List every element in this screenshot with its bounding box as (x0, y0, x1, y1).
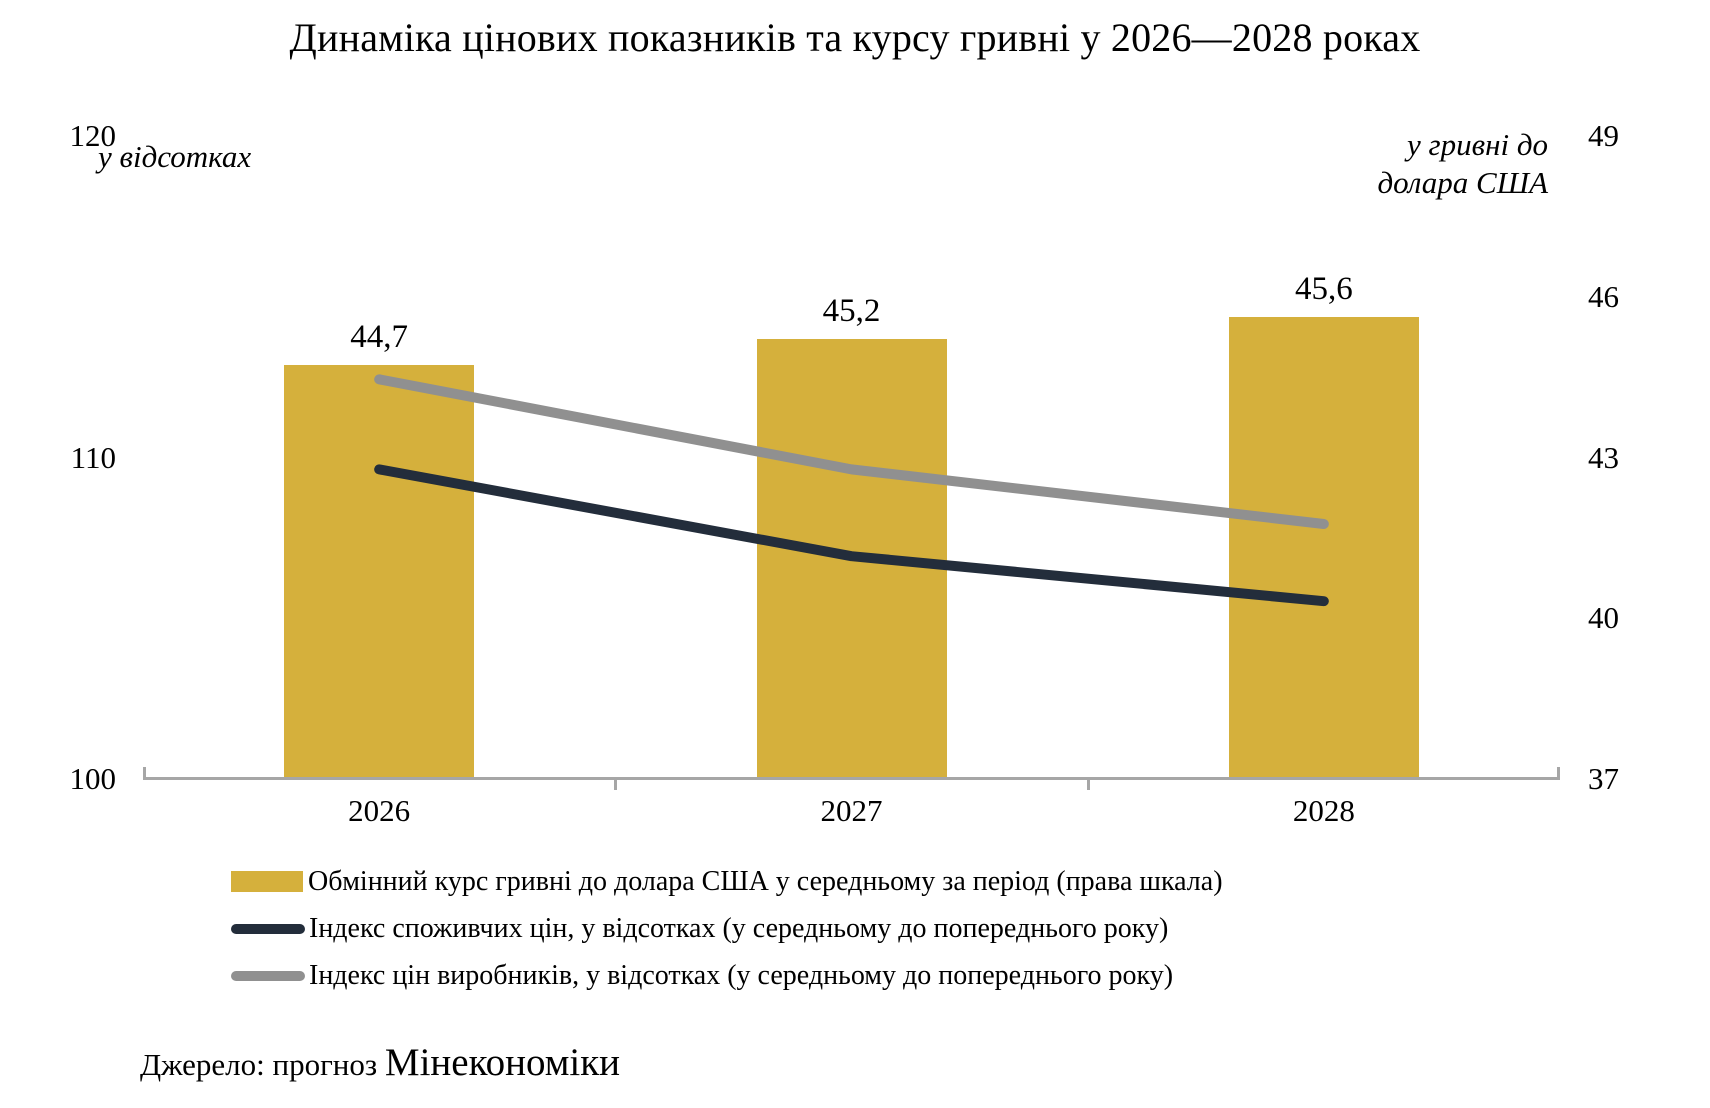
y-axis-tick-label-left: 110 (70, 439, 116, 475)
legend-item-exchange-rate: Обмінний курс гривні до долара США у сер… (231, 858, 1223, 905)
legend-label-ppi: Індекс цін виробників, у відсотках (у се… (309, 959, 1174, 991)
line-series-svg (374, 374, 1329, 607)
category-tick (1086, 780, 1090, 790)
legend-swatch-exchange-rate-bar (231, 871, 303, 892)
bar-value-label: 44,7 (350, 319, 409, 356)
x-axis-category-label: 2026 (348, 793, 411, 828)
chart-title: Динаміка цінових показників та курсу гри… (289, 15, 1421, 60)
y-axis-tick-label-right: 43 (1588, 439, 1619, 475)
y-axis-tick-label-right: 49 (1588, 118, 1619, 153)
right-axis-unit-line1: у гривні до (1407, 127, 1548, 162)
source-prefix: Джерело: прогноз (140, 1047, 385, 1082)
category-tick (614, 780, 618, 790)
ppi-line-series (374, 374, 1329, 530)
bar-value-label: 45,2 (822, 292, 881, 329)
right-axis-unit-line2: долара США (1377, 165, 1549, 200)
y-axis-tick-label-left: 120 (69, 118, 117, 153)
plot-area: 44,7 45,2 45,6 (143, 135, 1560, 790)
y-axis-tick-label-right: 37 (1588, 761, 1619, 796)
bar (284, 365, 475, 778)
legend-item-cpi: Індекс споживчих цін, у відсотках (у сер… (231, 905, 1223, 952)
axis-end-tick (143, 767, 146, 777)
x-axis-line (143, 777, 1560, 780)
legend-label-cpi: Індекс споживчих цін, у відсотках (у сер… (309, 912, 1169, 944)
left-axis-unit-label: у відсотках (98, 139, 252, 174)
cpi-line-series (374, 464, 1329, 607)
source-organization: Мінекономіки (384, 1041, 621, 1084)
legend-item-ppi: Індекс цін виробників, у відсотках (у се… (231, 952, 1223, 999)
y-axis-tick-label-left: 100 (69, 761, 117, 796)
bar-value-label: 45,6 (1294, 271, 1353, 308)
y-axis-tick-label-right: 40 (1588, 600, 1619, 636)
axis-end-tick (1557, 767, 1560, 777)
legend: Обмінний курс гривні до долара США у сер… (231, 858, 1223, 999)
x-axis-category-label: 2027 (820, 793, 883, 828)
legend-label-exchange-rate: Обмінний курс гривні до долара США у сер… (308, 865, 1223, 897)
legend-swatch-cpi-line (231, 923, 305, 934)
legend-swatch-ppi-line (231, 970, 305, 981)
right-axis-unit-label: у гривні до долара США (1378, 126, 1549, 202)
bar (1228, 317, 1419, 778)
source-note: Джерело: прогноз Мінекономіки (140, 1040, 620, 1085)
x-axis-category-label: 2028 (1292, 793, 1355, 828)
y-axis-tick-label-right: 46 (1588, 278, 1619, 314)
